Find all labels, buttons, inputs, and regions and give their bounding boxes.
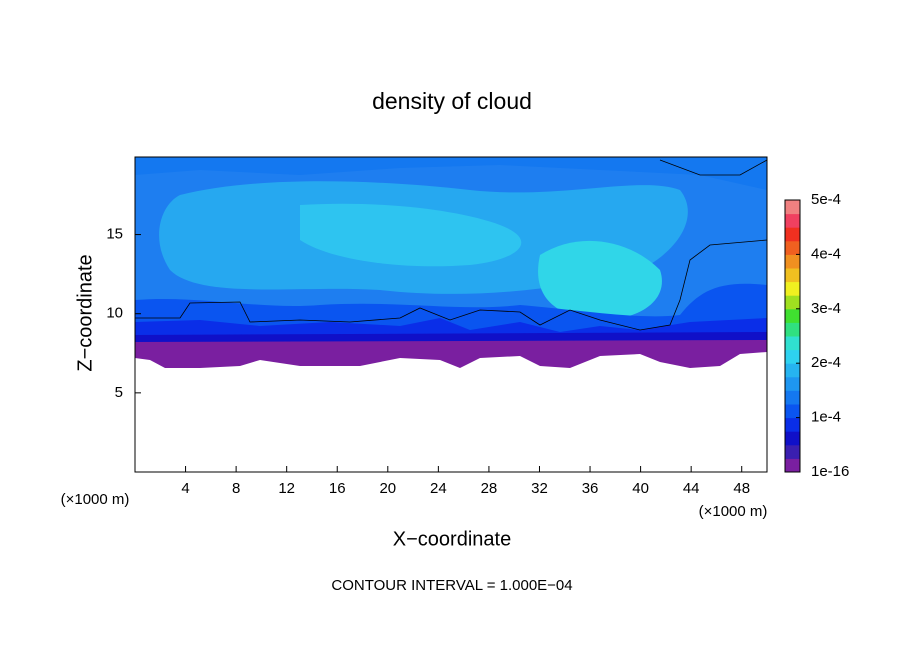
- x-unit-label: (×1000 m): [699, 503, 768, 520]
- colorbar-segment: [785, 363, 800, 378]
- colorbar-segment: [785, 268, 800, 283]
- field-region: [135, 340, 767, 368]
- y-tick-label: 5: [115, 384, 123, 401]
- x-tick-label: 48: [733, 480, 750, 497]
- x-tick-label: 24: [430, 480, 447, 497]
- x-tick-label: 32: [531, 480, 548, 497]
- colorbar-tick-label: 3e-4: [811, 300, 841, 317]
- x-unit-label: (×1000 m): [61, 491, 130, 508]
- x-tick-label: 8: [232, 480, 240, 497]
- footer-note: CONTOUR INTERVAL = 1.000E−04: [331, 577, 572, 594]
- x-tick-label: 44: [683, 480, 700, 497]
- y-tick-label: 15: [106, 226, 123, 243]
- contour-field: [135, 157, 767, 472]
- x-tick-label: 20: [379, 480, 396, 497]
- x-tick-label: 36: [582, 480, 599, 497]
- x-tick-label: 4: [181, 480, 189, 497]
- colorbar-segment: [785, 417, 800, 432]
- colorbar-segment: [785, 458, 800, 473]
- colorbar-segment: [785, 444, 800, 459]
- y-axis-label: Z−coordinate: [74, 254, 96, 371]
- colorbar-segment: [785, 336, 800, 351]
- plot-frame: [134, 156, 768, 473]
- colorbar-tick-label: 1e-16: [811, 463, 849, 480]
- chart-title: density of cloud: [372, 88, 532, 114]
- colorbar-segment: [785, 213, 800, 228]
- colorbar-tick-label: 1e-4: [811, 409, 841, 426]
- colorbar-tick-label: 5e-4: [811, 191, 841, 208]
- colorbar-segment: [785, 295, 800, 310]
- colorbar-segment: [785, 431, 800, 446]
- field-region: [538, 240, 662, 320]
- x-tick-label: 28: [481, 480, 498, 497]
- colorbar-segment: [785, 240, 800, 255]
- contour-line: [135, 159, 767, 331]
- colorbar-segment: [785, 390, 800, 405]
- x-tick-label: 16: [329, 480, 346, 497]
- colorbar-frame: [784, 199, 801, 473]
- colorbar-tick-label: 2e-4: [811, 354, 841, 371]
- colorbar-segment: [785, 308, 800, 323]
- x-tick-label: 40: [632, 480, 649, 497]
- colorbar-segment: [785, 376, 800, 391]
- field-region: [300, 203, 522, 267]
- colorbar-segment: [785, 322, 800, 337]
- x-axis-label: X−coordinate: [393, 528, 511, 550]
- colorbar-segment: [785, 254, 800, 269]
- colorbar-segment: [785, 349, 800, 364]
- colorbar-tick-label: 4e-4: [811, 245, 841, 262]
- colorbar-segment: [785, 281, 800, 296]
- field-top: [135, 157, 767, 190]
- x-tick-label: 12: [278, 480, 295, 497]
- colorbar-segment: [785, 227, 800, 242]
- colorbar-segment: [785, 404, 800, 419]
- colorbar-segment: [785, 200, 800, 215]
- y-tick-label: 10: [106, 305, 123, 322]
